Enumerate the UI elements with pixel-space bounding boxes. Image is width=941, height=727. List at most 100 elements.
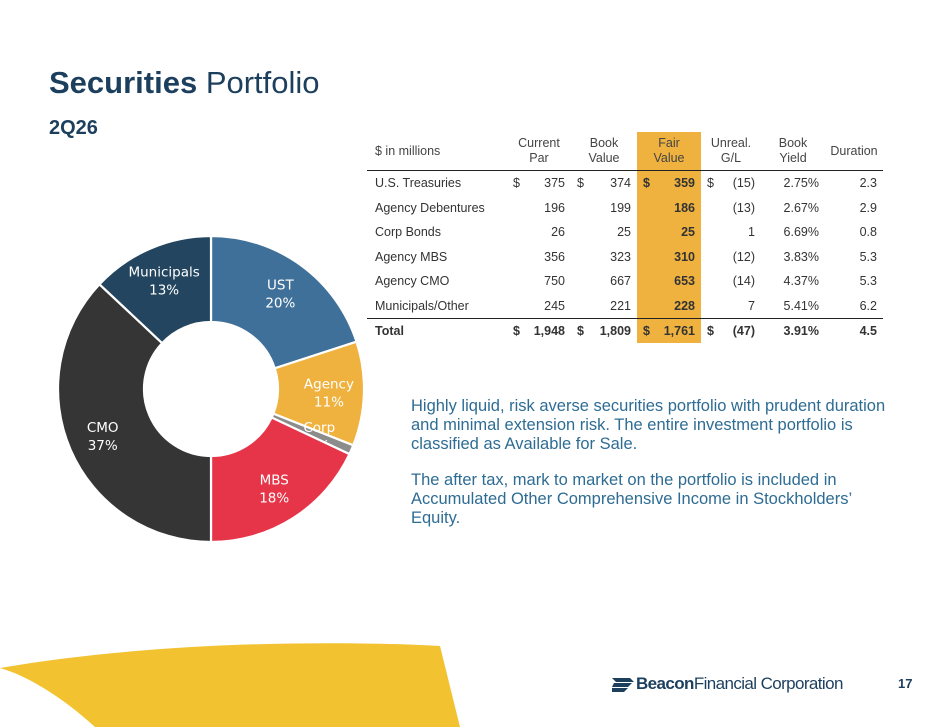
donut-slice-ust (209, 234, 358, 370)
cell-book-value: 199 (571, 196, 637, 221)
cell-value: 374 (610, 176, 631, 191)
table-header-row: $ in millions Current Par Book Value Fair V… (367, 132, 883, 171)
cell-value: 5.3 (859, 249, 877, 264)
cell-fair-value: 25 (637, 220, 701, 245)
cell-duration: 2.3 (825, 171, 883, 196)
cell-current-par: 750 (507, 269, 571, 294)
cell-book-yield: 2.67% (761, 196, 825, 221)
cell-value: 750 (544, 274, 565, 289)
title-bold: Securities (49, 65, 198, 100)
cell-value: 359 (674, 176, 695, 191)
cell-value: 667 (610, 274, 631, 289)
cell-value: 1,948 (533, 324, 565, 338)
slice-label-cmo: CMO (87, 420, 119, 436)
slice-percent-mbs: 18% (259, 491, 289, 507)
cell-value: 5.3 (859, 274, 877, 289)
cell-value: 2.75% (783, 176, 819, 191)
header-unreal-gl: Unreal. G/L (710, 136, 752, 165)
cell-value: 2.3 (859, 176, 877, 191)
cell-value: 356 (544, 249, 565, 264)
cell-fair-value: $1,761 (637, 318, 701, 343)
cell-value: 1,761 (663, 324, 695, 338)
cell-value: 4.5 (859, 324, 877, 338)
slice-label-corp: Corp (303, 420, 335, 436)
dollar-sign: $ (643, 176, 650, 191)
cell-value: 310 (674, 249, 695, 264)
cell-value: 186 (674, 200, 695, 215)
header-book-value: Book Value (588, 136, 620, 165)
cell-unreal-gl: $ (15) (701, 171, 761, 196)
description-paragraph-1: Highly liquid, risk averse securities po… (411, 397, 886, 453)
logo-rest-text: Financial Corporation (693, 674, 844, 693)
cell-duration: 4.5 (825, 319, 883, 344)
cell-current-par: 356 (507, 245, 571, 270)
table-row: Agency MBS 356 323 310 (12) 3.83% 5.3 (367, 244, 883, 270)
cell-unreal-gl: $ (47) (701, 319, 761, 344)
slice-percent-municipals: 13% (149, 283, 179, 299)
cell-value: 3.91% (783, 324, 819, 338)
donut-slice-mbs (209, 416, 351, 544)
cell-value: 6.2 (859, 298, 877, 313)
securities-table: $ in millions Current Par Book Value Fair V… (367, 132, 883, 343)
row-name: Corp Bonds (375, 225, 442, 240)
cell-book-yield: 6.69% (761, 220, 825, 245)
table-row: Municipals/Other 245 221 228 7 5.41% 6.2 (367, 293, 883, 319)
cell-value: 653 (674, 274, 695, 289)
cell-book-yield: 4.37% (761, 269, 825, 294)
decorative-swoosh (0, 643, 460, 727)
cell-value: 25 (617, 225, 631, 240)
cell-value: 1 (748, 225, 755, 240)
row-name: Agency CMO (375, 274, 450, 289)
cell-value: 7 (748, 298, 755, 313)
cell-value: (15) (732, 176, 755, 191)
cell-book-yield: 3.83% (761, 245, 825, 270)
cell-value: 245 (544, 298, 565, 313)
cell-current-par: $375 (507, 171, 571, 196)
cell-value: 4.37% (783, 274, 819, 289)
dollar-sign: $ (513, 324, 520, 338)
slice-label-mbs: MBS (260, 473, 289, 489)
beacon-logo-icon (612, 677, 634, 692)
cell-value: 323 (610, 249, 631, 264)
page-title: Securities Portfolio (49, 65, 320, 101)
cell-duration: 0.8 (825, 220, 883, 245)
dollar-sign: $ (707, 176, 714, 191)
cell-duration: 5.3 (825, 269, 883, 294)
cell-value: 196 (544, 200, 565, 215)
cell-unreal-gl: (12) (701, 245, 761, 270)
cell-value: 6.69% (783, 225, 819, 240)
cell-book-value: 221 (571, 294, 637, 319)
dollar-sign: $ (577, 324, 584, 338)
table-row: Agency Debentures 196 199 186 (13) 2.67% 2.9 (367, 195, 883, 221)
page-subtitle: 2Q26 (49, 117, 98, 139)
cell-value: 1,809 (599, 324, 631, 338)
header-name: $ in millions (375, 143, 441, 158)
cell-current-par: 26 (507, 220, 571, 245)
dollar-sign: $ (707, 324, 714, 338)
row-name: Agency MBS (375, 249, 448, 264)
cell-value: 228 (674, 298, 695, 313)
cell-value: 25 (681, 225, 695, 240)
row-name: Agency Debentures (375, 200, 485, 215)
donut-slice-municipals (97, 234, 213, 345)
cell-duration: 2.9 (825, 196, 883, 221)
cell-unreal-gl: 1 (701, 220, 761, 245)
slice-label-ust: UST (267, 278, 294, 294)
cell-value: 3.83% (783, 249, 819, 264)
header-fair-value: Fair Value (637, 132, 701, 171)
cell-book-yield: 5.41% (761, 294, 825, 319)
cell-book-value: 323 (571, 245, 637, 270)
slice-label-municipals: Municipals (128, 265, 199, 281)
cell-value: 2.9 (859, 200, 877, 215)
cell-fair-value: 653 (637, 269, 701, 294)
cell-value: 26 (551, 225, 565, 240)
cell-book-value: 667 (571, 269, 637, 294)
donut-slice-cmo (56, 282, 213, 544)
cell-book-value: 25 (571, 220, 637, 245)
row-name: Municipals/Other (375, 298, 469, 313)
dollar-sign: $ (513, 176, 520, 191)
table-row: Corp Bonds 26 25 25 1 6.69% 0.8 (367, 220, 883, 245)
cell-duration: 5.3 (825, 245, 883, 270)
cell-fair-value: 310 (637, 244, 701, 269)
